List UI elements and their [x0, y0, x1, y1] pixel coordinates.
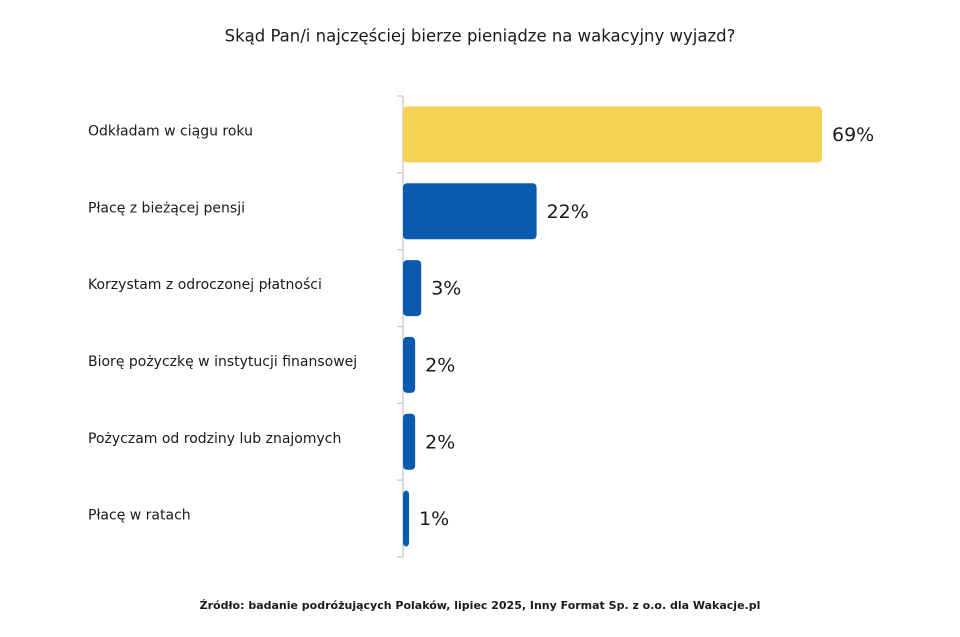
value-label: 69%	[832, 124, 874, 146]
category-label: Płacę z bieżącej pensji	[88, 200, 245, 216]
category-label: Korzystam z odroczonej płatności	[88, 277, 322, 293]
category-label: Biorę pożyczkę w instytucji finansowej	[88, 354, 357, 370]
bar	[403, 490, 410, 547]
value-label: 1%	[419, 508, 449, 530]
bar	[403, 336, 416, 393]
category-label: Odkładam w ciągu roku	[88, 123, 253, 139]
value-label: 3%	[431, 278, 461, 300]
value-label: 22%	[547, 201, 589, 223]
value-label: 2%	[425, 431, 455, 453]
bar	[403, 106, 822, 163]
category-label: Płacę w ratach	[88, 508, 191, 524]
bar	[403, 260, 422, 317]
category-label: Pożyczam od rodziny lub znajomych	[88, 431, 341, 447]
bar	[403, 413, 416, 470]
value-label: 2%	[425, 354, 455, 376]
category-axis	[397, 95, 404, 558]
chart-title: Skąd Pan/i najczęściej bierze pieniądze …	[225, 27, 736, 46]
bar	[403, 183, 537, 240]
source-note: Źródło: badanie podróżujących Polaków, l…	[200, 599, 761, 612]
